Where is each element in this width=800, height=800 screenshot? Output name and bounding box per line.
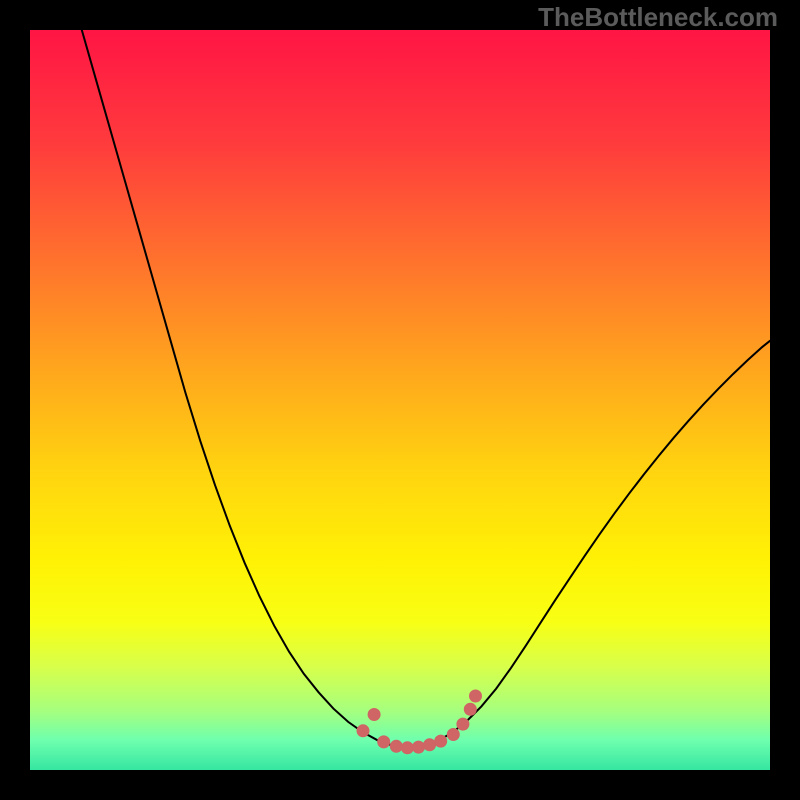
- curve-marker: [435, 735, 447, 747]
- curve-marker: [413, 741, 425, 753]
- curve-marker: [424, 739, 436, 751]
- curve-marker: [368, 709, 380, 721]
- bottleneck-curve: [82, 30, 770, 748]
- curve-marker: [457, 718, 469, 730]
- chart-svg: [0, 0, 800, 800]
- curve-marker: [470, 690, 482, 702]
- curve-marker: [447, 729, 459, 741]
- watermark-text: TheBottleneck.com: [538, 2, 778, 33]
- curve-marker: [357, 725, 369, 737]
- curve-marker: [390, 740, 402, 752]
- chart-frame: TheBottleneck.com: [0, 0, 800, 800]
- curve-marker: [378, 736, 390, 748]
- curve-marker: [401, 742, 413, 754]
- curve-marker: [464, 703, 476, 715]
